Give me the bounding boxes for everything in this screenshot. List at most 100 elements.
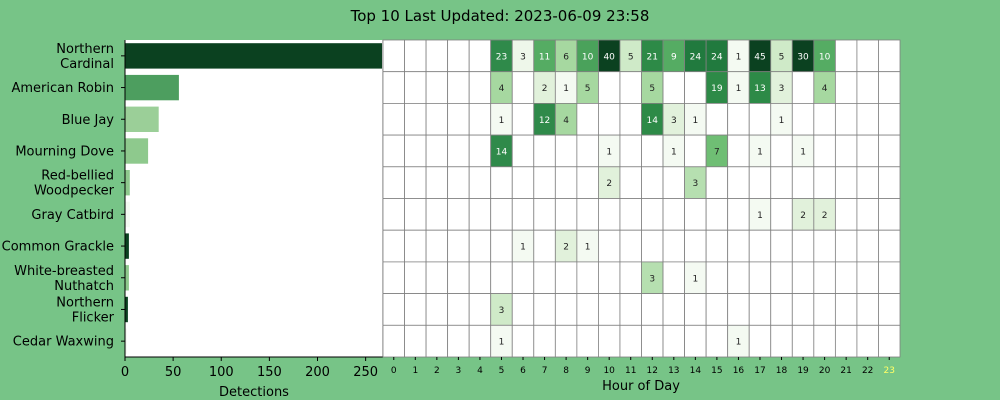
heatmap-cell [425, 293, 449, 326]
heatmap-cell [727, 293, 750, 326]
heatmap-cell [813, 293, 836, 326]
heatmap-cell [576, 198, 599, 231]
chart-title: Top 10 Last Updated: 2023-06-09 23:58 [350, 7, 650, 25]
heatmap-x-tick-label: 2 [434, 366, 440, 376]
heatmap-cell [878, 166, 901, 199]
heatmap-cell-value: 11 [539, 52, 550, 62]
heatmap-cell-value: 9 [671, 52, 677, 62]
heatmap-cell [576, 324, 599, 358]
heatmap-cell [533, 261, 556, 294]
bar [125, 43, 382, 69]
bar-x-tick-label: 250 [353, 365, 378, 380]
heatmap-cell [425, 229, 449, 263]
bar [125, 201, 130, 228]
heatmap-cell [705, 324, 729, 358]
heatmap-cell [447, 198, 470, 231]
heatmap-cell [533, 134, 556, 168]
heatmap-x-tick-label: 0 [391, 366, 397, 376]
heatmap-cell [878, 293, 901, 326]
heatmap-cell [834, 324, 858, 358]
heatmap-cell [404, 229, 427, 263]
heatmap-cell [878, 134, 901, 168]
heatmap-cell [468, 71, 492, 104]
heatmap-x-tick-label: 8 [563, 366, 569, 376]
heatmap-cell [382, 198, 405, 231]
heatmap-x-tick-label: 4 [477, 366, 483, 376]
heatmap-cell [382, 71, 405, 104]
heatmap-cell [727, 134, 750, 168]
heatmap-cell [404, 134, 427, 168]
heatmap-cell [727, 166, 750, 199]
bar-series [121, 43, 382, 354]
heatmap-cell [490, 261, 513, 294]
heatmap-cell [554, 166, 578, 199]
heatmap-cell [684, 134, 707, 168]
heatmap-cell [404, 166, 427, 199]
heatmap-cell [834, 103, 858, 136]
heatmap-cell-value: 19 [711, 84, 723, 94]
heatmap-cell-value: 30 [797, 52, 809, 62]
heatmap-cell [425, 103, 449, 136]
heatmap-cell [878, 261, 901, 294]
heatmap-cell-value: 6 [563, 52, 569, 62]
heatmap-cell [468, 229, 492, 263]
heatmap-cell [619, 71, 642, 104]
heatmap-cell-value: 1 [520, 243, 526, 253]
heatmap-cell [705, 293, 729, 326]
heatmap-cell [404, 198, 427, 231]
heatmap-cell [598, 198, 621, 231]
heatmap-cell [425, 261, 449, 294]
bar [125, 74, 179, 101]
heatmap-cell [705, 198, 729, 231]
heatmap-cell [813, 324, 836, 358]
bar [125, 138, 149, 164]
heatmap-cell [791, 103, 815, 136]
heatmap-cell [382, 134, 405, 168]
heatmap-cell [576, 293, 599, 326]
heatmap-cell [382, 166, 405, 199]
bar-category-label: Mourning Dove [15, 144, 114, 159]
heatmap-cell-value: 1 [585, 243, 591, 253]
heatmap-cell [856, 293, 879, 326]
heatmap-cell [447, 134, 470, 168]
heatmap-x-tick-label: 13 [668, 366, 679, 376]
heatmap-cell [511, 166, 535, 199]
heatmap-cell [404, 39, 427, 73]
heatmap-cell-value: 3 [649, 274, 655, 284]
heatmap-cell [791, 293, 815, 326]
heatmap-cell-value: 1 [499, 116, 505, 126]
heatmap-cell-value: 3 [779, 84, 785, 94]
heatmap-cell [382, 261, 405, 294]
heatmap-cell [619, 261, 642, 294]
heatmap-cell [770, 134, 793, 168]
heatmap-cell [856, 71, 879, 104]
heatmap-cell [576, 134, 599, 168]
heatmap-cell [598, 324, 621, 358]
bar-category-label: American Robin [11, 81, 114, 96]
heatmap-cell-value: 10 [819, 52, 831, 62]
heatmap-cell [878, 198, 901, 231]
heatmap-x-tick-label: 12 [647, 366, 658, 376]
heatmap-cell [662, 166, 685, 199]
heatmap-cell [834, 71, 858, 104]
heatmap-cell [511, 198, 535, 231]
heatmap-cell [425, 71, 449, 104]
heatmap-cell [511, 71, 535, 104]
heatmap-cell-value: 1 [736, 338, 742, 348]
heatmap-cell [662, 229, 685, 263]
heatmap-cell [447, 103, 470, 136]
heatmap-cell-value: 5 [649, 84, 655, 94]
heatmap-cell [834, 293, 858, 326]
heatmap-cell [684, 324, 707, 358]
heatmap-x-tick-label: 22 [862, 366, 873, 376]
heatmap-cell-value: 1 [800, 147, 806, 157]
heatmap-cell-value: 2 [800, 211, 806, 221]
bar-x-tick-label: 100 [209, 365, 234, 380]
heatmap-cell [813, 261, 836, 294]
heatmap-cell-value: 1 [736, 84, 742, 94]
heatmap-cell [598, 71, 621, 104]
heatmap-x-tick-label: 7 [542, 366, 548, 376]
heatmap-cell [748, 229, 772, 263]
